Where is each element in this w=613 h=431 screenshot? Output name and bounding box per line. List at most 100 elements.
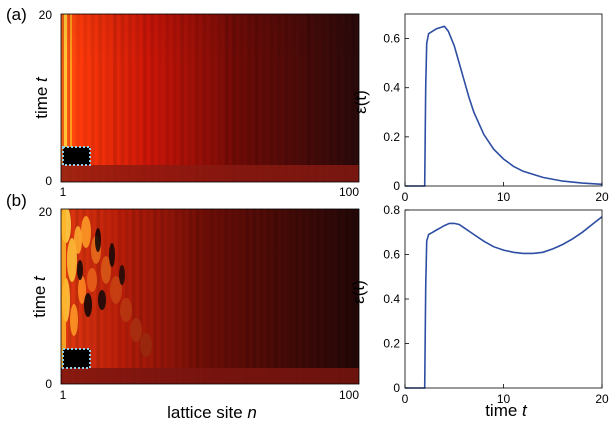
heatmap-stripe bbox=[269, 14, 274, 182]
heatmap-stripe bbox=[124, 209, 129, 384]
heatmap-stripe bbox=[316, 209, 320, 384]
panel-b: (b) 20 0 1 100 time t lattice site n 0 10… bbox=[6, 191, 609, 422]
heatmap-stripe bbox=[231, 209, 235, 384]
heatmap-stripe bbox=[160, 209, 164, 384]
heatmap-stripe bbox=[75, 209, 79, 384]
heatmap-stripe bbox=[238, 209, 242, 384]
x-tick-label: 20 bbox=[595, 190, 609, 204]
heatmap-stripe bbox=[288, 209, 292, 384]
highlight-region bbox=[63, 147, 90, 165]
y-tick-label: 0 bbox=[393, 381, 400, 395]
heatmap-stripe bbox=[217, 14, 222, 182]
heatmap-a: 20 0 1 100 time t bbox=[32, 8, 360, 199]
line-axes: 0 10 20 0 0.2 0.4 0.6 0.8 bbox=[383, 203, 609, 406]
heatmap-stripe bbox=[174, 209, 179, 384]
panel-label: (a) bbox=[6, 5, 27, 24]
heatmap-stripe bbox=[202, 209, 207, 384]
heatmap-blob bbox=[119, 265, 125, 285]
heatmap-stripe bbox=[153, 209, 157, 384]
x-tick-label: 1 bbox=[60, 185, 67, 199]
heatmap-stripe bbox=[187, 14, 192, 182]
heatmap-stripe bbox=[217, 209, 221, 384]
heatmap-stripe bbox=[202, 14, 207, 182]
heatmap-stripe bbox=[195, 14, 199, 182]
heatmap-b: 20 0 1 100 time t lattice site n bbox=[30, 205, 360, 422]
heatmap-stripe bbox=[262, 14, 266, 182]
x-tick-label: 0 bbox=[402, 190, 409, 204]
heatmap-initial-band bbox=[61, 368, 359, 384]
series-line bbox=[405, 216, 603, 389]
heatmap-stripe bbox=[245, 209, 250, 384]
heatmap-stripe bbox=[210, 14, 214, 182]
line-chart-a: 0 10 20 0 0.2 0.4 0.6 ε(t) bbox=[351, 13, 609, 204]
y-axis-label: time t bbox=[32, 76, 51, 119]
y-tick-label: 0 bbox=[45, 174, 52, 188]
heatmap-blob bbox=[98, 290, 106, 310]
heatmap-field bbox=[61, 209, 359, 384]
heatmap-frame bbox=[60, 208, 360, 385]
heatmap-stripe bbox=[284, 14, 289, 182]
heatmap-stripe bbox=[252, 209, 257, 384]
heatmap-stripe bbox=[323, 209, 328, 384]
heatmap-stripe bbox=[344, 14, 348, 182]
heatmap-stripe bbox=[351, 209, 356, 384]
heatmap-stripe bbox=[232, 14, 237, 182]
heatmap-stripe bbox=[113, 14, 117, 182]
heatmap-stripe bbox=[167, 209, 171, 384]
heatmap-blob bbox=[67, 238, 77, 282]
line-axes: 0 10 20 0 0.2 0.4 0.6 bbox=[383, 13, 609, 204]
y-tick-label: 0 bbox=[393, 179, 400, 193]
heatmap-stripe bbox=[254, 14, 259, 182]
heatmap-stripe bbox=[157, 14, 162, 182]
heatmap-stripe bbox=[224, 209, 228, 384]
heatmap-stripe bbox=[135, 14, 140, 182]
heatmap-blob bbox=[74, 226, 82, 254]
heatmap-stripe bbox=[302, 209, 306, 384]
heatmap-stripe bbox=[351, 14, 356, 182]
heatmap-stripe bbox=[188, 209, 193, 384]
x-axis-label: time t bbox=[485, 401, 528, 420]
heatmap-blob bbox=[95, 228, 101, 252]
y-axis-label: time t bbox=[30, 275, 49, 318]
heatmap-stripe bbox=[247, 14, 251, 182]
y-tick-label: 20 bbox=[39, 8, 53, 22]
x-tick-label: 10 bbox=[497, 392, 511, 406]
heatmap-stripe bbox=[142, 14, 147, 182]
panel-label: (b) bbox=[6, 191, 27, 210]
heatmap-blob bbox=[120, 298, 132, 322]
x-axis-label: lattice site n bbox=[167, 403, 257, 422]
heatmap-stripe bbox=[61, 14, 65, 182]
heatmap-stripe bbox=[273, 209, 278, 384]
heatmap-bright-column bbox=[61, 209, 66, 368]
y-tick-label: 0.6 bbox=[383, 32, 400, 46]
heatmap-stripe bbox=[210, 209, 214, 384]
y-tick-label: 0 bbox=[45, 377, 52, 391]
x-tick-label: 100 bbox=[339, 388, 359, 402]
heatmap-bright-column bbox=[70, 14, 72, 165]
x-tick-label: 1 bbox=[60, 388, 67, 402]
heatmap-blob bbox=[110, 276, 122, 304]
heatmap-stripe bbox=[131, 209, 136, 384]
heatmap-stripes bbox=[61, 14, 359, 182]
heatmap-stripe bbox=[259, 209, 264, 384]
heatmap-blob bbox=[84, 293, 92, 317]
heatmap-stripe bbox=[172, 14, 177, 182]
heatmap-stripe bbox=[224, 14, 229, 182]
heatmap-blob bbox=[130, 318, 142, 342]
heatmap-blob bbox=[70, 304, 78, 336]
heatmap-stripe bbox=[309, 209, 313, 384]
heatmap-stripe bbox=[329, 14, 333, 182]
heatmap-stripe bbox=[146, 209, 150, 384]
plot-frame bbox=[404, 209, 603, 389]
heatmap-blob bbox=[81, 216, 91, 248]
heatmap-stripe bbox=[90, 14, 95, 182]
heatmap-stripe bbox=[150, 14, 155, 182]
heatmap-stripe bbox=[336, 14, 341, 182]
heatmap-stripe bbox=[295, 209, 299, 384]
heatmap-stripe bbox=[96, 209, 101, 384]
y-tick-label: 0.6 bbox=[383, 248, 400, 262]
heatmap-stripe bbox=[83, 14, 88, 182]
y-axis-label: ε(t) bbox=[349, 280, 368, 304]
heatmap-stripe bbox=[337, 209, 342, 384]
